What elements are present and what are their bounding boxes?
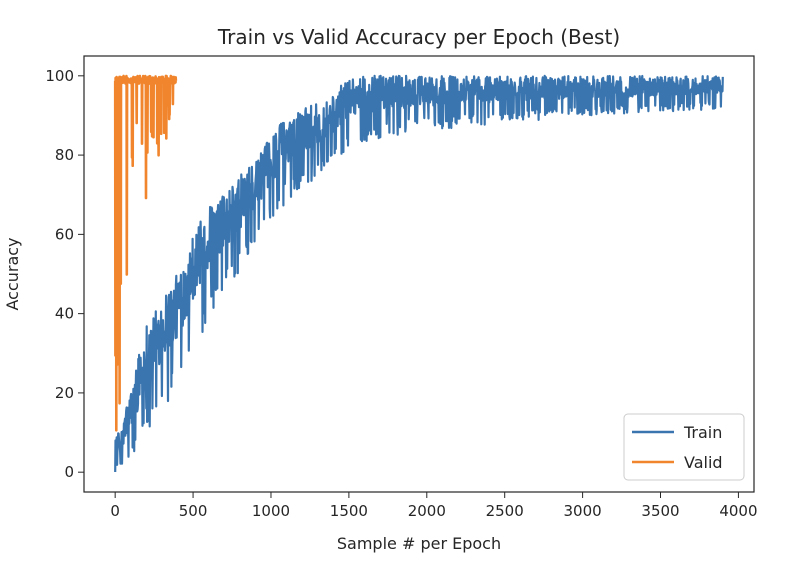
legend-box xyxy=(623,413,745,481)
y-tick-label: 80 xyxy=(55,146,74,164)
x-tick-label: 3000 xyxy=(564,502,602,520)
y-tick-label: 60 xyxy=(55,225,74,243)
series-layer xyxy=(113,74,724,473)
y-tick-label: 100 xyxy=(45,67,74,85)
x-tick-label: 1500 xyxy=(330,502,368,520)
x-tick-label: 2000 xyxy=(408,502,446,520)
chart-title: Train vs Valid Accuracy per Epoch (Best) xyxy=(217,25,620,49)
x-axis-label: Sample # per Epoch xyxy=(337,534,501,553)
y-tick-label: 20 xyxy=(55,384,74,402)
y-tick-label: 40 xyxy=(55,305,74,323)
x-tick-label: 3500 xyxy=(641,502,679,520)
y-tick-label: 0 xyxy=(64,463,74,481)
x-tick-label: 4000 xyxy=(719,502,757,520)
legend-valid-label: Valid xyxy=(684,453,723,472)
plot-frame xyxy=(83,55,755,493)
legend: Train Valid xyxy=(623,413,745,481)
series-train-line xyxy=(114,74,724,473)
series-valid-line xyxy=(113,74,178,432)
x-tick-label: 1000 xyxy=(252,502,290,520)
x-tick-label: 0 xyxy=(110,502,120,520)
x-axis: 0 500 1000 1500 2000 2500 3000 3500 4000 xyxy=(110,492,758,520)
x-tick-label: 2500 xyxy=(486,502,524,520)
y-axis: 0 20 40 60 80 100 xyxy=(45,67,84,481)
x-tick-label: 500 xyxy=(179,502,208,520)
legend-train-label: Train xyxy=(683,423,722,442)
y-axis-label: Accuracy xyxy=(3,237,22,310)
